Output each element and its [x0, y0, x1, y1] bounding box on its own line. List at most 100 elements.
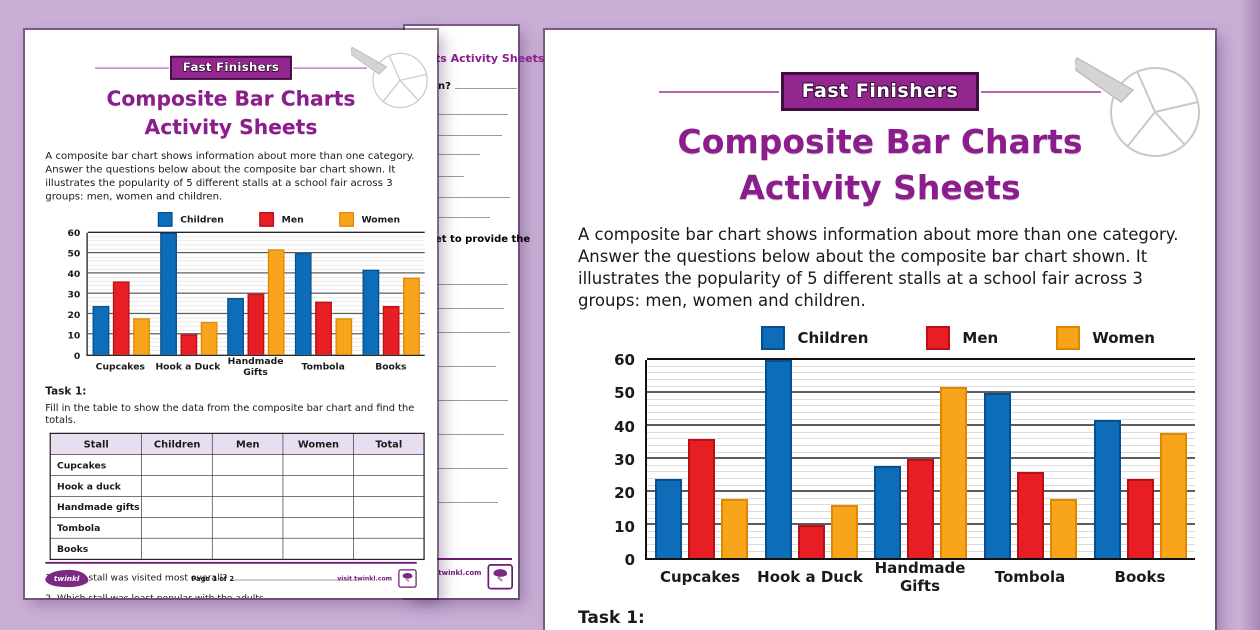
- answer-line: [454, 78, 517, 89]
- men-swatch-icon: [926, 326, 951, 351]
- legend-label: Women: [1092, 329, 1155, 348]
- answer-line: [438, 104, 508, 115]
- bar-women: [133, 318, 151, 355]
- page-title-line1: Composite Bar Charts: [106, 86, 356, 111]
- twinkl-badge-icon: ✎: [487, 564, 513, 590]
- gridline: [647, 411, 1195, 413]
- x-category-label: Tombola: [301, 360, 345, 372]
- col-header-men: Men: [212, 433, 284, 455]
- bar-children: [655, 478, 683, 559]
- bar-chart: 0 10 20 30 40 50 60 Cupcakes Hook a Duck Handmad…: [25, 227, 425, 377]
- page-number-label: Page 1 of 2: [191, 574, 235, 583]
- worksheet-page-small: Fast Finishers Composite Bar Charts Acti…: [25, 30, 437, 598]
- bar-children: [362, 269, 379, 355]
- page-footer: twinkl Page 1 of 2 visit twinkl.com ✎: [45, 561, 417, 588]
- empty-cell: [212, 454, 284, 476]
- y-tick-label: 60: [614, 351, 635, 370]
- bar-women: [402, 277, 420, 355]
- visit-twinkl-link: visit twinkl.com: [419, 569, 482, 577]
- bar-children: [294, 253, 312, 355]
- legend-label: Men: [281, 213, 304, 226]
- bar-children: [764, 360, 792, 559]
- women-swatch-icon: [1056, 326, 1081, 351]
- legend-label: Women: [361, 213, 401, 226]
- gridline: [87, 236, 425, 238]
- x-category-label: Handmade Gifts: [227, 355, 284, 378]
- empty-cell: [282, 454, 355, 476]
- y-tick-label: 0: [624, 551, 635, 570]
- empty-cell: [141, 537, 213, 560]
- y-tick-label: 0: [73, 350, 81, 362]
- chart-legend: Children Men Women: [25, 212, 400, 227]
- x-category-label: Cupcakes: [95, 360, 145, 372]
- page-title-line1: Composite Bar Charts: [677, 122, 1083, 161]
- empty-cell: [141, 475, 213, 497]
- bar-groups: [647, 360, 1195, 559]
- x-category-label: Books: [375, 360, 407, 372]
- bar-women: [1159, 432, 1187, 559]
- empty-cell: [212, 496, 284, 518]
- legend-item-women: Women: [339, 212, 400, 227]
- gridline: [647, 385, 1195, 387]
- legend-label: Children: [797, 329, 869, 348]
- table-row: Cupcakes: [49, 454, 425, 476]
- header-rule-right: [981, 90, 1102, 93]
- bar-group-handmade-gifts: [866, 360, 976, 559]
- x-category-label: Hook a Duck: [155, 360, 221, 372]
- question-2: 2. Which stall was least popular with th…: [45, 592, 416, 598]
- empty-cell: [282, 496, 355, 518]
- y-tick-label: 50: [67, 247, 81, 260]
- gridline: [647, 378, 1195, 380]
- answer-line: [438, 187, 510, 198]
- col-header-stall: Stall: [49, 433, 143, 455]
- y-tick-label: 20: [67, 309, 81, 321]
- bar-men: [688, 439, 716, 559]
- col-header-children: Children: [141, 433, 213, 455]
- task1-instruction: Fill in the table to show the data from …: [45, 402, 415, 426]
- bar-groups: [88, 232, 425, 355]
- gridline: [647, 451, 1195, 453]
- row-label: Books: [49, 537, 143, 560]
- row-label: Handmade gifts: [49, 496, 143, 518]
- fast-finishers-badge: Fast Finishers: [780, 72, 980, 111]
- bar-men: [247, 293, 265, 355]
- empty-cell: [282, 517, 355, 539]
- question-text: 2. Which stall was least popular with th…: [45, 593, 296, 598]
- chart-plot: [645, 357, 1195, 561]
- answer-line: [438, 144, 480, 155]
- bar-men: [907, 459, 935, 559]
- gridline: [87, 240, 425, 242]
- bar-children: [874, 465, 902, 559]
- x-axis: Cupcakes Hook a Duck Handmade Gifts Tombola…: [86, 355, 424, 377]
- page2-title-fragment: ts Activity Sheets: [435, 52, 545, 65]
- col-header-total: Total: [353, 433, 425, 455]
- gridline: [87, 268, 425, 270]
- table-row: Handmade gifts: [49, 496, 425, 518]
- gridline: [87, 281, 425, 282]
- pencil-icon: [350, 46, 388, 75]
- empty-cell: [212, 517, 284, 539]
- bar-women: [721, 498, 749, 559]
- answer-line: [438, 207, 490, 218]
- pencil-tick-icon: ✎: [497, 575, 504, 585]
- bar-men: [797, 525, 825, 559]
- legend-label: Men: [962, 329, 999, 348]
- answer-line: [438, 322, 510, 333]
- task1-heading: Task 1:: [578, 608, 645, 629]
- page-title-line2: Activity Sheets: [739, 168, 1021, 208]
- children-swatch-icon: [761, 326, 786, 351]
- legend-item-women: Women: [1056, 326, 1155, 351]
- gridline: [87, 264, 425, 266]
- worksheet-scaled-content: Fast Finishers Composite Bar Charts Acti…: [25, 30, 428, 598]
- bar-men: [315, 301, 332, 355]
- answer-line: [231, 571, 358, 581]
- empty-cell: [282, 537, 355, 560]
- table-header-row: Stall Children Men Women Total: [49, 433, 425, 455]
- col-header-women: Women: [282, 433, 355, 455]
- y-axis: 0 10 20 30 40 50 60: [545, 351, 645, 569]
- questions-section: 1. Which stall was visited most overall?…: [45, 571, 416, 598]
- bar-women: [830, 505, 858, 559]
- bar-chart: 0 10 20 30 40 50 60 Cupcakes Hook a Duck Handmad…: [545, 351, 1195, 595]
- y-tick-label: 40: [614, 417, 635, 436]
- table-row: Hook a duck: [49, 475, 425, 497]
